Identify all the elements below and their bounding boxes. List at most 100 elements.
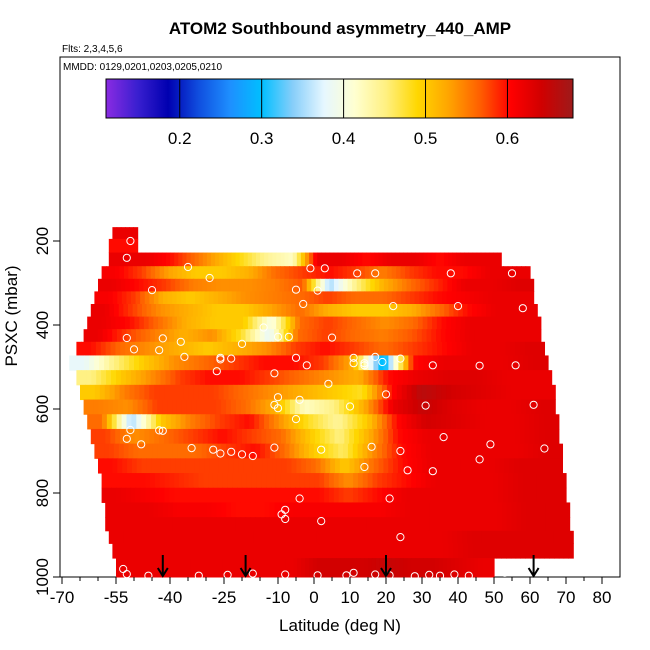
heatmap-cell xyxy=(141,414,147,430)
heatmap-cell xyxy=(203,341,209,356)
flights-label: Flts: 2,3,4,5,6 xyxy=(62,44,123,55)
heatmap-cell xyxy=(249,291,256,305)
heatmap-cell xyxy=(177,502,184,518)
heatmap-cell xyxy=(455,329,461,343)
heatmap-cell xyxy=(313,502,319,518)
heatmap-cell xyxy=(88,329,94,343)
heatmap-cell xyxy=(187,502,193,518)
observation-point xyxy=(450,570,459,579)
observation-point xyxy=(421,401,430,410)
heatmap-cell xyxy=(160,304,166,318)
heatmap-cell xyxy=(511,502,517,518)
heatmap-cell xyxy=(100,304,106,318)
heatmap-cell xyxy=(361,517,368,532)
heatmap-cell xyxy=(127,558,133,578)
heatmap-cell xyxy=(232,428,238,445)
heatmap-cell xyxy=(285,473,291,489)
heatmap-cell xyxy=(198,428,204,445)
heatmap-cell xyxy=(337,384,343,401)
heatmap-cell xyxy=(323,355,330,371)
heatmap-cell xyxy=(151,414,157,430)
heatmap-cell xyxy=(470,458,476,474)
heatmap-cell xyxy=(403,355,409,371)
heatmap-cell xyxy=(435,252,441,267)
heatmap-cell xyxy=(94,355,100,371)
observation-point xyxy=(313,571,322,580)
heatmap-cell xyxy=(227,252,233,267)
y-tick-label: 200 xyxy=(33,227,52,255)
observation-point xyxy=(281,514,290,524)
heatmap-cell xyxy=(294,399,301,415)
heatmap-cell xyxy=(471,341,477,356)
colorbar-tick-label: 0.6 xyxy=(496,129,520,148)
heatmap-cell xyxy=(304,487,311,503)
heatmap-cell xyxy=(249,530,255,544)
heatmap-cell xyxy=(104,304,110,318)
heatmap-cell xyxy=(144,355,150,371)
heatmap-cell xyxy=(352,543,358,559)
heatmap-cell xyxy=(393,355,399,371)
heatmap-cell xyxy=(528,443,534,459)
heatmap-cell xyxy=(117,543,123,559)
heatmap-cell xyxy=(228,355,235,371)
heatmap-cell xyxy=(505,341,511,356)
heatmap-cell xyxy=(391,473,398,489)
heatmap-cell xyxy=(266,341,273,356)
heatmap-cell xyxy=(152,443,159,459)
heatmap-cell xyxy=(283,414,290,430)
heatmap-cell xyxy=(507,316,514,330)
observation-point xyxy=(425,570,434,580)
heatmap-cell xyxy=(268,530,274,544)
heatmap-cell xyxy=(220,278,226,292)
heatmap-cell xyxy=(251,473,257,489)
heatmap-cell xyxy=(516,502,522,518)
heatmap-cell xyxy=(274,502,280,518)
heatmap-cell xyxy=(215,252,220,267)
heatmap-cell xyxy=(293,414,300,430)
heatmap-cell xyxy=(309,291,315,305)
heatmap-cell xyxy=(273,530,279,544)
heatmap-cell xyxy=(348,487,354,503)
heatmap-cell xyxy=(480,428,487,445)
heatmap-cell xyxy=(237,543,243,559)
heatmap-cell xyxy=(318,304,324,318)
heatmap-cell xyxy=(279,517,285,532)
heatmap-cell xyxy=(391,266,397,280)
heatmap-cell xyxy=(332,384,338,401)
heatmap-cell xyxy=(124,355,130,371)
heatmap-cell xyxy=(118,443,125,459)
heatmap-cell xyxy=(500,428,506,445)
heatmap-cell xyxy=(268,414,275,430)
heatmap-cell xyxy=(232,473,238,489)
heatmap-cell xyxy=(496,543,502,559)
heatmap-cell xyxy=(394,252,400,267)
heatmap-cell xyxy=(527,487,533,503)
heatmap-cell xyxy=(513,443,520,459)
heatmap-cell xyxy=(137,266,143,280)
heatmap-cell xyxy=(305,341,312,356)
heatmap-cell xyxy=(110,517,116,532)
heatmap-cell xyxy=(164,473,170,489)
heatmap-cell xyxy=(333,543,339,559)
heatmap-cell xyxy=(469,443,476,459)
observation-point xyxy=(212,367,221,376)
heatmap-cell xyxy=(188,341,195,356)
heatmap-cell xyxy=(174,473,180,489)
heatmap-cell xyxy=(413,316,419,330)
heatmap-cell xyxy=(124,502,130,518)
heatmap-cell xyxy=(359,341,365,356)
heatmap-cell xyxy=(424,517,430,532)
heatmap-cell xyxy=(308,414,314,430)
heatmap-cell xyxy=(544,543,550,559)
heatmap-cell xyxy=(290,316,296,330)
heatmap-cell xyxy=(339,428,345,445)
heatmap-cell xyxy=(251,428,258,445)
heatmap-cell xyxy=(493,487,499,503)
heatmap-cell xyxy=(550,502,556,518)
heatmap-cell xyxy=(178,252,183,267)
heatmap-cell xyxy=(313,414,319,430)
heatmap-cell xyxy=(400,266,406,280)
heatmap-cell xyxy=(478,355,484,371)
heatmap-cell xyxy=(245,329,251,343)
heatmap-cell xyxy=(310,458,317,474)
